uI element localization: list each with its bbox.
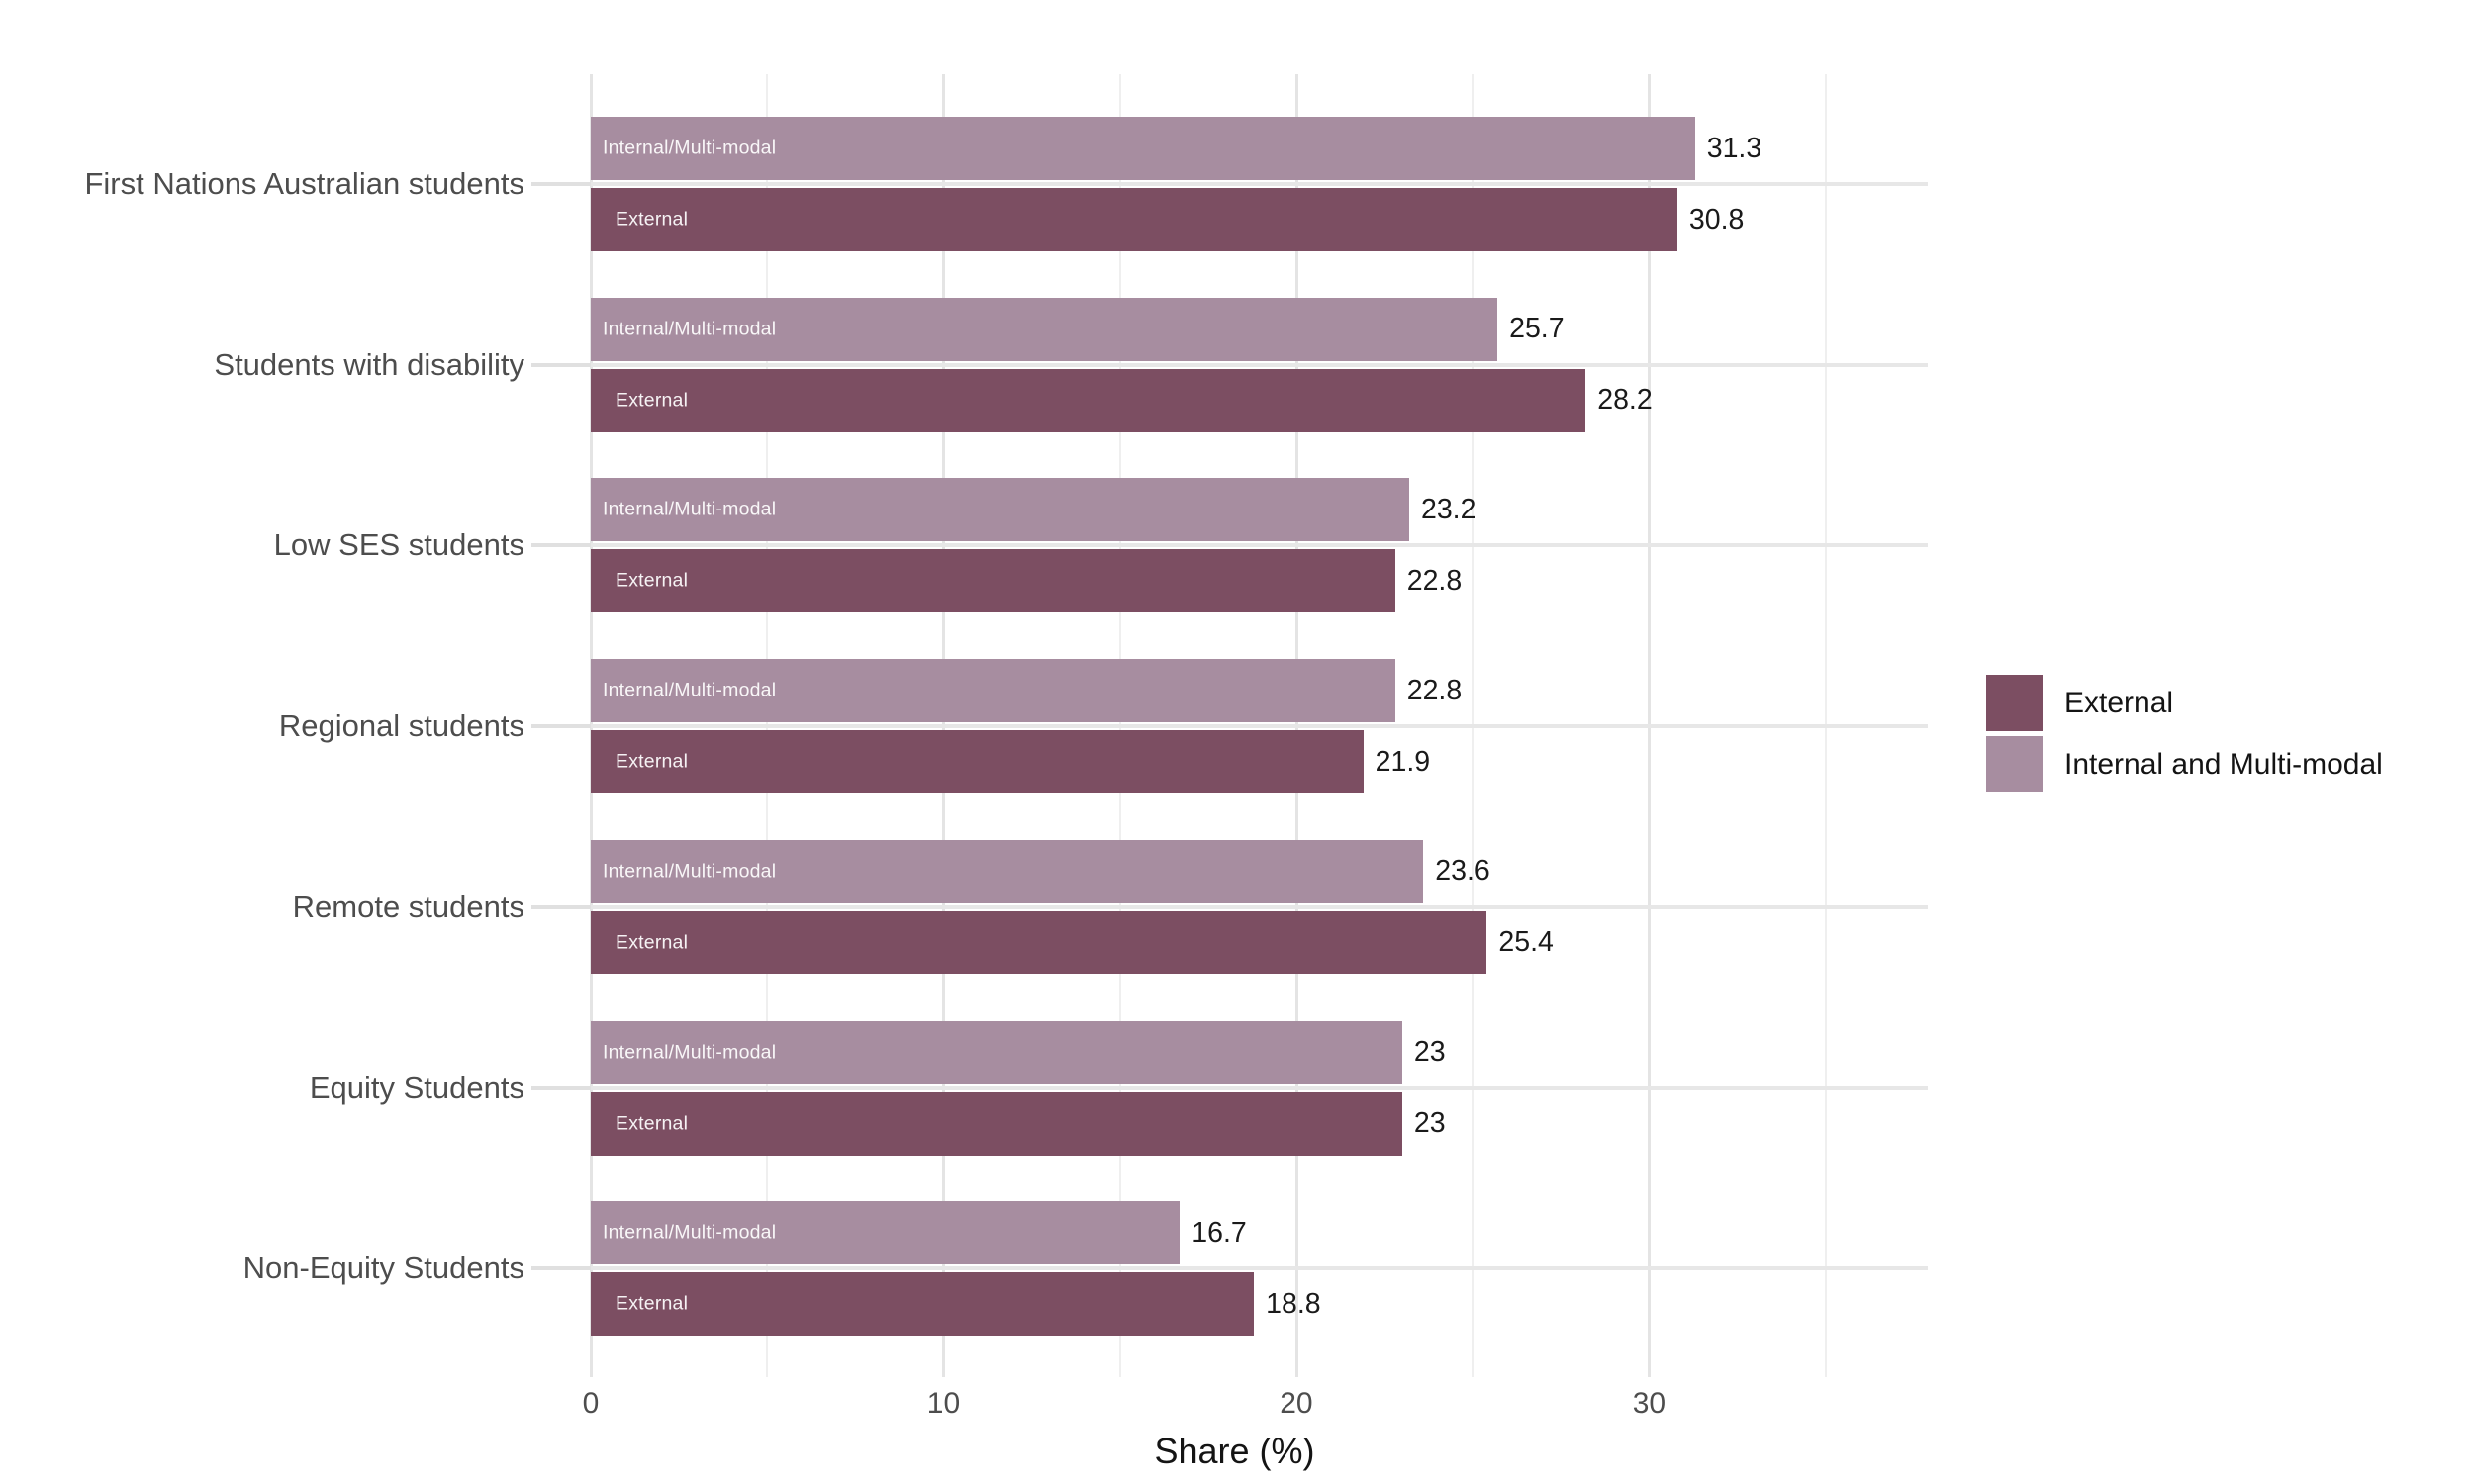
gridline-horizontal	[591, 1266, 1928, 1271]
y-axis-label: First Nations Australian students	[84, 166, 524, 201]
y-tick-mark	[531, 1085, 591, 1090]
gridline-horizontal	[591, 724, 1928, 729]
value-label: 16.7	[1191, 1216, 1247, 1249]
gridline-horizontal	[591, 362, 1928, 367]
x-axis-tick-label: 0	[582, 1387, 600, 1420]
bar-series-label: Internal/Multi-modal	[603, 137, 777, 159]
value-label: 23.6	[1435, 855, 1490, 887]
value-label: 25.7	[1509, 313, 1565, 345]
bar-internal-multimodal: Internal/Multi-modal	[591, 839, 1424, 903]
bar-external: External	[591, 368, 1586, 432]
bar-series-label: Internal/Multi-modal	[603, 1221, 777, 1244]
value-label: 23	[1413, 1107, 1446, 1139]
x-axis-tick-label: 10	[926, 1387, 961, 1420]
y-tick-mark	[531, 543, 591, 548]
gridline-horizontal	[591, 1085, 1928, 1090]
bar-series-label: Internal/Multi-modal	[603, 498, 777, 520]
bar-internal-multimodal: Internal/Multi-modal	[591, 1201, 1181, 1265]
bar-series-label: External	[616, 569, 689, 592]
bar-external: External	[591, 1091, 1402, 1156]
gridline-horizontal	[591, 904, 1928, 909]
value-label: 18.8	[1266, 1287, 1321, 1320]
bar-external: External	[591, 910, 1487, 974]
y-axis-label: Remote students	[292, 888, 524, 924]
y-tick-mark	[531, 724, 591, 729]
bar-series-label: External	[616, 931, 689, 954]
legend-entry-internal-multimodal: Internal and Multi-modal	[1986, 736, 2383, 792]
y-axis-label: Regional students	[278, 708, 524, 744]
y-tick-mark	[531, 1266, 591, 1271]
y-axis-label: Low SES students	[273, 527, 524, 563]
y-axis-label: Non-Equity Students	[242, 1251, 524, 1286]
bar-internal-multimodal: Internal/Multi-modal	[591, 659, 1395, 723]
value-label: 23	[1413, 1036, 1446, 1067]
legend-swatch-internal-multimodal	[1986, 736, 2043, 792]
value-label: 21.9	[1375, 745, 1431, 778]
y-axis-label: Students with disability	[214, 346, 524, 382]
bar-external: External	[591, 188, 1677, 251]
plot-panel: Internal/Multi-modal 31.3 Internal/Multi-m…	[590, 74, 1928, 1377]
bar-series-label: Internal/Multi-modal	[603, 860, 777, 882]
y-tick-mark	[531, 362, 591, 367]
gridline-horizontal	[591, 182, 1928, 186]
gridline-horizontal	[591, 543, 1928, 548]
bar-series-label: Internal/Multi-modal	[603, 1041, 777, 1063]
value-label: 23.2	[1420, 493, 1476, 525]
legend-entry-external: External	[1986, 675, 2383, 731]
bar-internal-multimodal: Internal/Multi-modal	[591, 117, 1695, 180]
bar-external: External	[591, 549, 1395, 613]
bar-internal-multimodal: Internal/Multi-modal	[591, 478, 1409, 542]
bar-internal-multimodal: Internal/Multi-modal	[591, 1020, 1402, 1084]
x-axis-tick-label: 30	[1632, 1387, 1666, 1420]
bar-internal-multimodal: Internal/Multi-modal	[591, 297, 1498, 361]
bar-series-label: External	[616, 1292, 689, 1315]
x-axis-title: Share (%)	[1154, 1431, 1315, 1471]
value-label: 22.8	[1406, 674, 1463, 706]
y-tick-mark	[531, 182, 591, 186]
bar-series-label: External	[616, 750, 689, 773]
bar-series-label: Internal/Multi-modal	[603, 318, 777, 340]
legend-label-internal-multimodal: Internal and Multi-modal	[2064, 747, 2383, 781]
bar-external: External	[591, 730, 1364, 794]
value-label: 22.8	[1406, 564, 1463, 597]
bar-series-label: External	[616, 208, 689, 231]
bar-external: External	[591, 1272, 1255, 1337]
legend-label-external: External	[2064, 686, 2174, 719]
value-label: 25.4	[1498, 926, 1554, 959]
bar-series-label: External	[616, 1112, 689, 1134]
x-axis-tick-label: 20	[1280, 1387, 1313, 1420]
value-label: 28.2	[1597, 384, 1653, 417]
bar-series-label: Internal/Multi-modal	[603, 679, 777, 701]
legend: External Internal and Multi-modal	[1986, 675, 2383, 797]
value-label: 31.3	[1706, 132, 1762, 164]
bar-series-label: External	[616, 389, 689, 412]
y-tick-mark	[531, 904, 591, 909]
y-axis-label: Equity Students	[309, 1069, 524, 1105]
legend-swatch-external	[1986, 675, 2043, 731]
value-label: 30.8	[1688, 203, 1745, 235]
